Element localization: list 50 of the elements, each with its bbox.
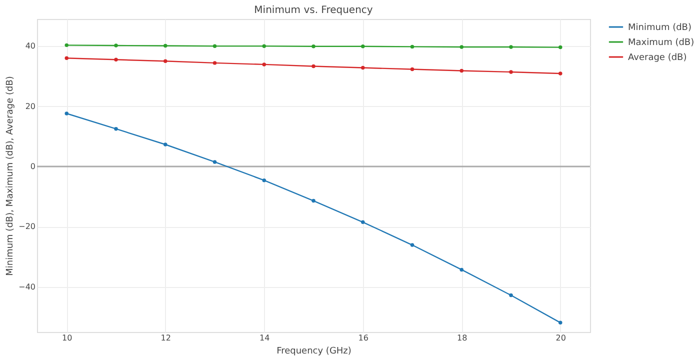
point bbox=[262, 44, 266, 48]
y-tick-label: −20 bbox=[18, 222, 36, 232]
y-tick-label: 40 bbox=[25, 42, 36, 51]
x-axis-title: Frequency (GHz) bbox=[276, 346, 352, 356]
point bbox=[64, 112, 68, 116]
point bbox=[509, 70, 513, 74]
point bbox=[410, 243, 414, 247]
x-tick-label: 10 bbox=[62, 334, 72, 342]
legend-label: Maximum (dB) bbox=[628, 38, 694, 48]
legend-label: Average (dB) bbox=[628, 53, 687, 63]
point bbox=[64, 56, 68, 60]
y-tick-label: −40 bbox=[18, 282, 36, 292]
x-tick-label: 18 bbox=[457, 334, 468, 342]
point bbox=[114, 44, 118, 48]
point bbox=[361, 44, 365, 48]
point bbox=[509, 293, 513, 298]
x-tick-label: 12 bbox=[160, 334, 171, 342]
point bbox=[114, 126, 118, 131]
point bbox=[212, 61, 217, 65]
point bbox=[164, 59, 168, 63]
x-tick-label: 14 bbox=[260, 334, 270, 342]
point bbox=[558, 72, 562, 76]
point bbox=[361, 66, 365, 70]
point bbox=[262, 62, 266, 66]
point bbox=[460, 268, 464, 272]
x-tick-label: 20 bbox=[556, 334, 566, 342]
point bbox=[64, 43, 68, 48]
point bbox=[262, 178, 266, 182]
point bbox=[212, 44, 217, 48]
point bbox=[164, 142, 168, 146]
point bbox=[460, 45, 464, 49]
legend-label: Minimum (dB) bbox=[628, 23, 692, 33]
point bbox=[312, 44, 316, 48]
point bbox=[212, 160, 217, 164]
point bbox=[164, 44, 168, 48]
chart-title: Minimum vs. Frequency bbox=[254, 5, 373, 16]
point bbox=[312, 64, 316, 68]
point bbox=[410, 67, 414, 72]
y-tick-label: 20 bbox=[25, 102, 36, 111]
point bbox=[114, 58, 118, 62]
point bbox=[361, 220, 365, 224]
point bbox=[312, 198, 316, 203]
point bbox=[558, 45, 562, 50]
point bbox=[509, 45, 513, 49]
y-axis-title: Minimum (dB), Maximum (dB), Average (dB) bbox=[6, 76, 16, 276]
point bbox=[558, 320, 562, 325]
x-tick-label: 16 bbox=[358, 334, 368, 342]
point bbox=[460, 68, 464, 73]
y-tick-label: 0 bbox=[30, 162, 36, 171]
point bbox=[410, 44, 414, 49]
